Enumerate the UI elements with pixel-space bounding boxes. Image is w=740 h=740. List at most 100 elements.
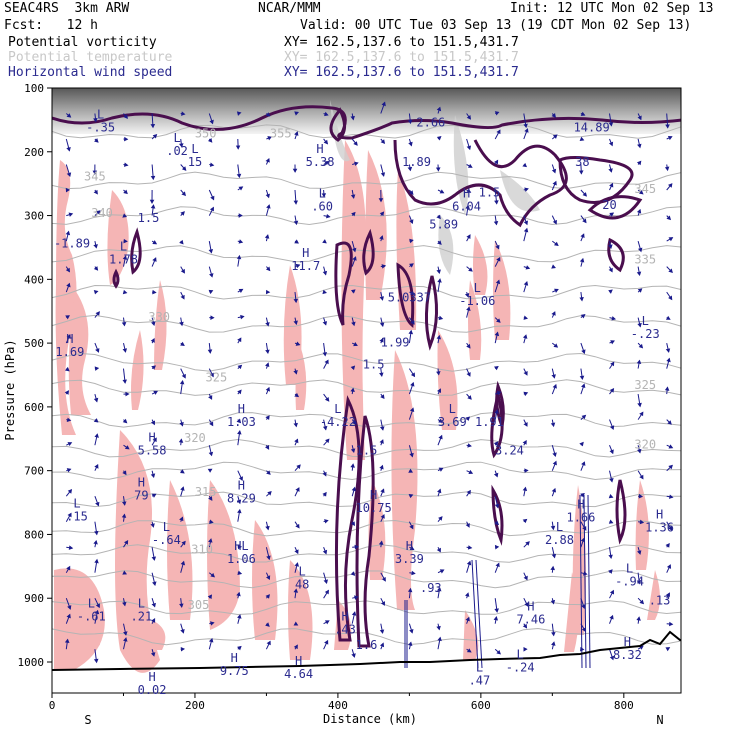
pv-blob: [142, 620, 166, 650]
pv-blob: [154, 280, 167, 370]
extremum-value: -1.89: [54, 236, 90, 250]
wind-vector-head: [351, 611, 357, 616]
wind-vector-head: [436, 106, 442, 112]
wind-vector-head: [436, 136, 442, 141]
wind-vector-head: [265, 266, 271, 272]
wind-vector-head: [208, 496, 213, 501]
wind-vector-head: [496, 256, 501, 262]
theta-contour-line: [52, 379, 681, 396]
wind-vector-head: [121, 501, 127, 506]
wind-vector-head: [579, 170, 584, 175]
wind-vector-head: [464, 292, 470, 298]
terrain-surface: [52, 630, 681, 671]
wind-vector-head: [468, 469, 474, 475]
wind-vector-head: [293, 644, 298, 650]
extremum-marker: H: [231, 651, 238, 665]
extremum-value: .21: [131, 610, 153, 624]
wind-vector-head: [408, 468, 413, 473]
wind-vector-head: [94, 558, 99, 564]
pv-contour: [490, 394, 504, 459]
theta-label: 315: [195, 485, 217, 499]
wind-vector-head: [407, 119, 413, 125]
wind-vector-head: [153, 390, 159, 395]
wind-vector-head: [610, 361, 615, 367]
wind-vector-head: [151, 321, 156, 326]
wind-vector-head: [666, 357, 671, 363]
wind-vector-head: [122, 601, 127, 607]
extremum-marker: H: [316, 142, 323, 156]
extremum-value: .02: [166, 144, 188, 158]
extremum-value: .60: [311, 199, 333, 213]
wind-vector-head: [122, 418, 128, 424]
wind-vector-head: [381, 264, 387, 269]
wind-vector-head: [637, 115, 642, 121]
wind-vector-head: [522, 439, 527, 445]
wind-vector-head: [411, 570, 416, 576]
wind-vector-head: [668, 268, 673, 274]
extremum-value: 1.5: [138, 211, 160, 225]
wind-vector-head: [152, 437, 157, 443]
wind-vector-head: [608, 289, 613, 294]
wind-vector-head: [209, 421, 214, 427]
wind-vector-head: [240, 314, 245, 320]
pv-blob: [493, 240, 511, 340]
wind-vector-head: [551, 311, 556, 316]
wind-vector-head: [666, 215, 672, 221]
wind-vector-head: [351, 211, 356, 217]
wind-vector-head: [180, 341, 185, 346]
wind-vector-head: [494, 409, 499, 414]
wind-vector-head: [381, 101, 386, 107]
pv-blob: [68, 290, 91, 415]
wind-vector-head: [123, 162, 129, 167]
wind-vector-head: [209, 162, 215, 167]
pv-blob: [647, 570, 660, 620]
wind-vector-head: [66, 147, 71, 152]
wind-vector-head: [496, 650, 501, 655]
extremum-value: 6.04: [452, 199, 481, 213]
wind-vector-head: [295, 523, 300, 529]
extremum-marker: H: [238, 479, 245, 493]
wind-vector-head: [151, 365, 157, 370]
wind-vector-head: [665, 647, 671, 652]
wind-vector-head: [639, 474, 644, 480]
pv-contour: [393, 139, 568, 228]
theta-label: 355: [270, 127, 292, 141]
wind-vector-head: [636, 616, 641, 621]
wind-vector-head: [350, 387, 355, 393]
wind-vector-head: [493, 159, 499, 165]
wind-vector-head: [179, 516, 184, 522]
pv-contours: [52, 105, 681, 648]
wind-vector-head: [409, 407, 415, 413]
extremum-value: 14.89: [574, 120, 610, 134]
wind-vector-head: [181, 540, 186, 546]
extremum-value: 1.89: [402, 155, 431, 169]
wind-vector-head: [665, 124, 670, 129]
vertical-wind-columns: [404, 494, 591, 669]
x-axis-label: Distance (km): [323, 712, 417, 726]
wind-vector-head: [465, 204, 470, 210]
wind-vector-head: [380, 514, 385, 519]
wind-vector-head: [350, 463, 355, 468]
wind-vector-head: [208, 289, 214, 295]
theta-label: 345: [84, 169, 106, 183]
theta-label: 325: [634, 378, 656, 392]
pv-contour: [587, 195, 643, 220]
wind-vector-head: [551, 264, 556, 269]
wind-vector-head: [294, 549, 299, 555]
wind-vector-head: [438, 315, 444, 321]
wind-vector-head: [637, 247, 643, 253]
y-tick-label: 100: [24, 82, 44, 95]
wind-vector-head: [152, 257, 157, 262]
wind-vector-head: [609, 425, 615, 430]
wind-vector-head: [496, 129, 501, 135]
wind-vector-head: [236, 591, 241, 597]
wind-vector-head: [64, 390, 69, 395]
wind-vector-head: [180, 647, 186, 652]
wind-vector-head: [523, 370, 528, 376]
wind-vector-head: [296, 464, 301, 470]
wind-vector-head: [207, 349, 213, 354]
extremum-value: .47: [469, 673, 491, 687]
pv-blob: [283, 265, 302, 385]
wind-vector-head: [93, 290, 99, 295]
wind-vector-head: [552, 219, 557, 225]
